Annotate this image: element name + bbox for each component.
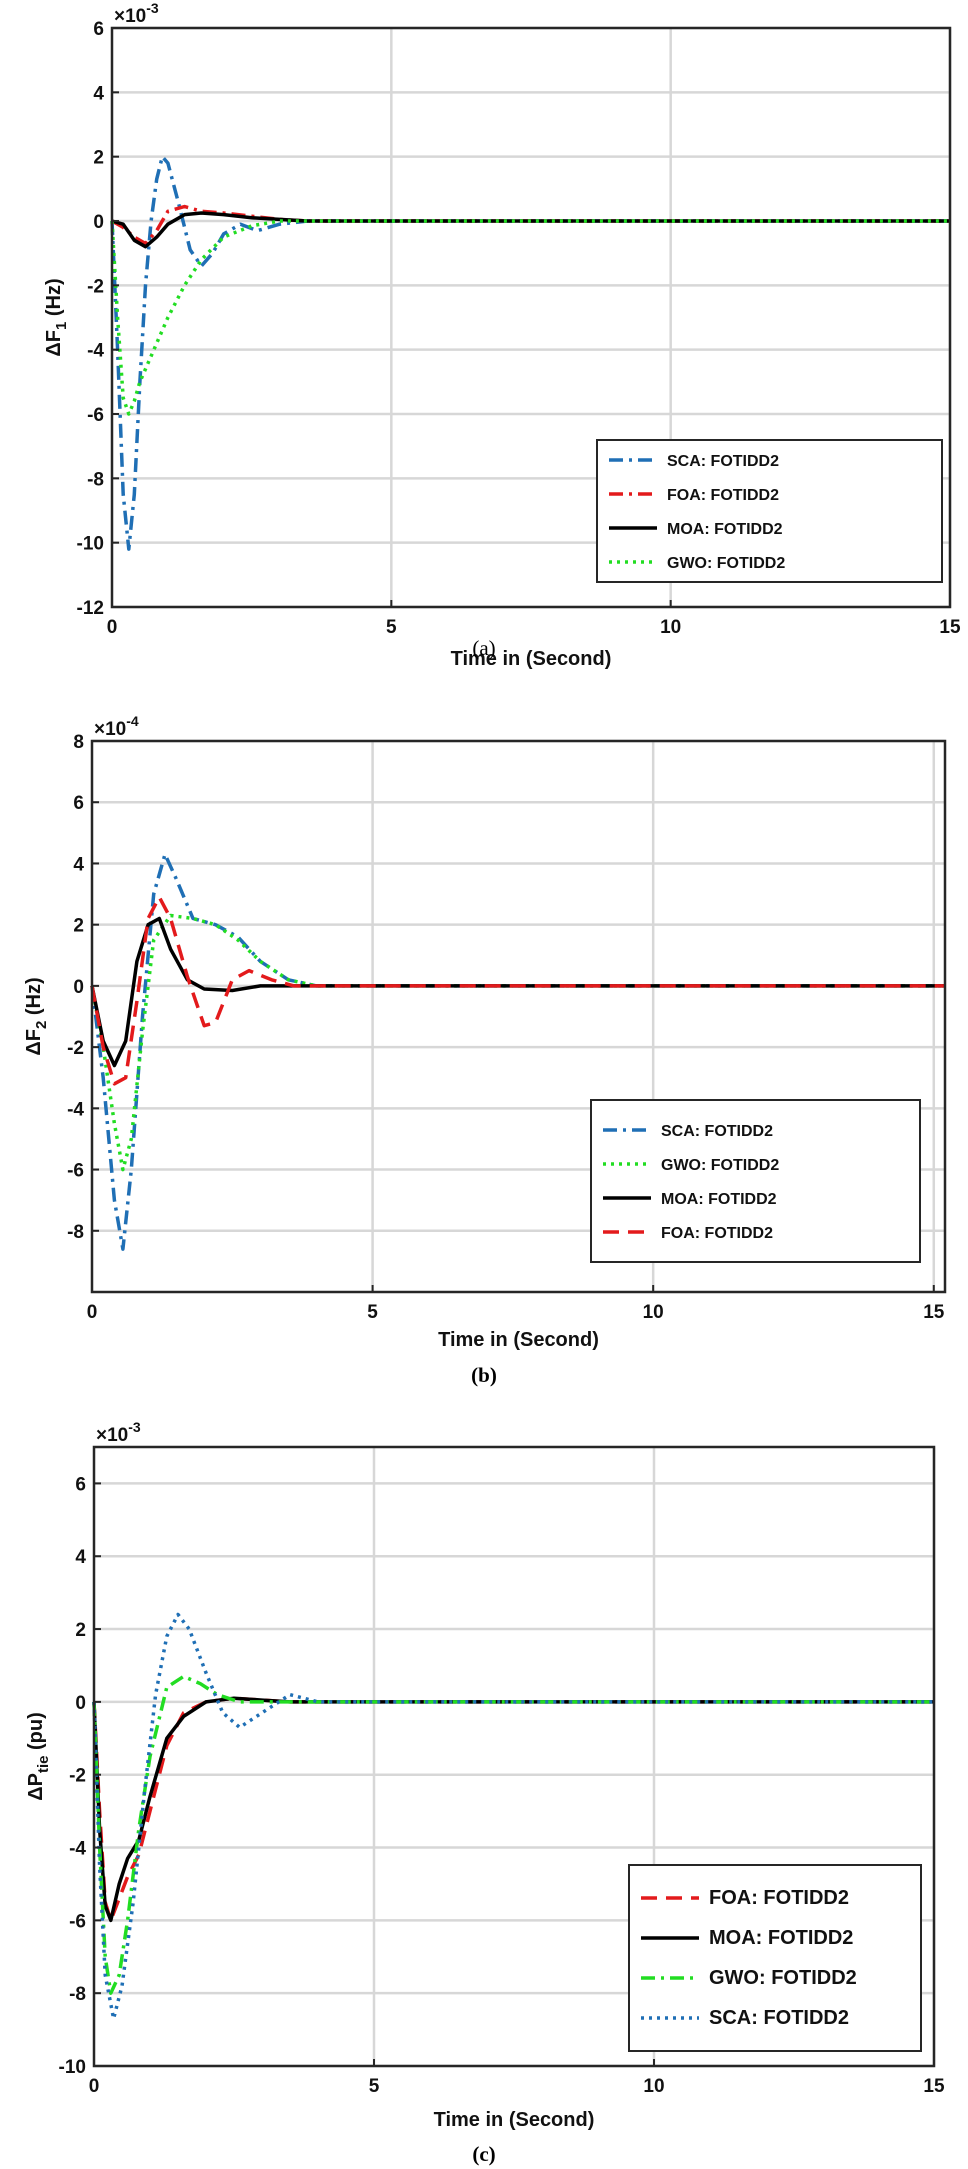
legend: SCA: FOTIDD2 GWO: FOTIDD2 MOA: FOTIDD2 FOA:… xyxy=(590,1099,921,1263)
y-axis-label-main: ΔP xyxy=(25,1773,47,1801)
y-tick-label: -8 xyxy=(87,469,104,490)
legend-entry: GWO: FOTIDD2 xyxy=(709,1967,857,1989)
x-tick-label: 15 xyxy=(923,1302,945,1323)
figure-caption: (b) xyxy=(471,1363,497,1387)
figure-caption: (c) xyxy=(472,2142,495,2166)
y-axis-label-sub: 2 xyxy=(33,1021,50,1029)
y-axis-label-main: ΔF xyxy=(23,1029,45,1056)
y-tick-label: 2 xyxy=(75,1620,86,1641)
y-tick-label: -6 xyxy=(67,1161,84,1182)
figure-caption: (a) xyxy=(472,636,495,660)
legend-entry: FOA: FOTIDD2 xyxy=(661,1225,773,1242)
y-exponent-power: -3 xyxy=(128,1419,141,1435)
y-tick-label: -2 xyxy=(87,276,104,297)
series-line-moa xyxy=(90,916,945,1068)
legend-entry: FOA: FOTIDD2 xyxy=(709,1887,849,1909)
x-tick-label: 5 xyxy=(367,1302,378,1323)
y-axis-label: ΔPtie (pu) xyxy=(25,1712,52,1801)
y-tick-label: -12 xyxy=(77,598,104,619)
series-line-sca xyxy=(90,852,945,1251)
series-line-moa xyxy=(111,211,950,249)
y-tick-label: 0 xyxy=(75,1693,86,1714)
x-tick-label: 10 xyxy=(660,617,681,638)
y-exponent-power: -3 xyxy=(146,0,159,16)
y-tick-label: -2 xyxy=(69,1766,86,1787)
legend-entry: MOA: FOTIDD2 xyxy=(667,521,783,538)
y-tick-label: 6 xyxy=(73,793,84,814)
series-line-moa xyxy=(92,1696,934,1923)
legend: SCA: FOTIDD2 FOA: FOTIDD2 MOA: FOTIDD2 GWO:… xyxy=(596,439,943,583)
x-tick-label: 0 xyxy=(87,1302,98,1323)
legend-entry: MOA: FOTIDD2 xyxy=(709,1927,853,1949)
series-line-gwo xyxy=(92,1674,934,1995)
y-tick-label: 0 xyxy=(93,212,104,233)
x-axis-label: Time in (Second) xyxy=(438,1329,599,1351)
y-tick-label: -6 xyxy=(69,1911,86,1932)
legend-entry: SCA: FOTIDD2 xyxy=(709,2007,849,2029)
y-tick-label: 2 xyxy=(93,148,104,169)
legend-entry: SCA: FOTIDD2 xyxy=(667,453,779,470)
legend-box xyxy=(628,1864,922,2052)
y-axis-label-unit: (pu) xyxy=(25,1712,47,1755)
x-tick-label: 0 xyxy=(107,617,118,638)
y-exponent-label: ×10-3 xyxy=(114,0,159,27)
x-tick-label: 5 xyxy=(369,2076,380,2097)
x-tick-label: 15 xyxy=(939,617,961,638)
axes-frame xyxy=(110,26,952,609)
axes-frame xyxy=(92,1445,936,2068)
series-line-foa xyxy=(90,895,945,1086)
x-tick-label: 5 xyxy=(386,617,397,638)
axes-frame xyxy=(90,739,947,1294)
x-tick-label: 10 xyxy=(643,1302,664,1323)
legend: FOA: FOTIDD2 MOA: FOTIDD2 GWO: FOTIDD2 SCA:… xyxy=(628,1864,922,2052)
y-axis-label-main: ΔF xyxy=(43,330,65,357)
chart-panel-3: -10 -8 -6 -4 -2 0 2 4 6 0 5 10 15 ×10-3 Time in (Secon… xyxy=(25,1419,945,2166)
x-tick-label: 10 xyxy=(643,2076,664,2097)
series-line-sca xyxy=(110,154,950,551)
series-line-gwo xyxy=(90,913,945,1172)
y-tick-label: 4 xyxy=(75,1547,86,1568)
y-axis-label-sub: tie xyxy=(35,1756,52,1774)
chart-panel-2: -8 -6 -4 -2 0 2 4 6 8 0 5 10 15 ×10-4 Time in (Second)… xyxy=(23,713,947,1387)
y-tick-label: -8 xyxy=(67,1222,84,1243)
y-tick-label: -4 xyxy=(69,1839,86,1860)
x-axis-label: Time in (Second) xyxy=(451,648,612,670)
y-tick-label: 8 xyxy=(73,732,84,753)
y-tick-label: 0 xyxy=(73,977,84,998)
series-line-gwo xyxy=(110,219,950,416)
y-tick-label: -10 xyxy=(59,2057,86,2078)
y-exponent-label: ×10-3 xyxy=(96,1419,141,1446)
legend-box xyxy=(590,1099,921,1263)
y-tick-label: -4 xyxy=(67,1099,84,1120)
series-line-foa xyxy=(111,204,950,246)
y-exponent-label: ×10-4 xyxy=(94,713,139,740)
legend-entry: GWO: FOTIDD2 xyxy=(661,1157,779,1174)
legend-entry: FOA: FOTIDD2 xyxy=(667,487,779,504)
legend-entry: SCA: FOTIDD2 xyxy=(661,1123,773,1140)
y-exponent-power: -4 xyxy=(126,713,139,729)
chart-panel-1: -12 -10 -8 -6 -4 -2 0 2 4 6 0 5 10 15 ×10-3 Time in (Se… xyxy=(43,0,961,670)
y-tick-label: -8 xyxy=(69,1984,86,2005)
legend-entry: GWO: FOTIDD2 xyxy=(667,555,785,572)
y-tick-label: -6 xyxy=(87,405,104,426)
y-tick-label: 6 xyxy=(93,19,104,40)
y-axis-label-unit: (Hz) xyxy=(43,278,65,321)
x-tick-label: 15 xyxy=(923,2076,945,2097)
y-axis-label-unit: (Hz) xyxy=(23,977,45,1020)
y-axis-label: ΔF1 (Hz) xyxy=(43,278,70,356)
y-tick-label: 4 xyxy=(93,83,104,104)
y-tick-label: -10 xyxy=(77,534,104,555)
y-tick-label: 2 xyxy=(73,916,84,937)
y-tick-label: -4 xyxy=(87,341,104,362)
y-tick-label: -2 xyxy=(67,1038,84,1059)
y-tick-label: 4 xyxy=(73,854,84,875)
y-tick-label: 6 xyxy=(75,1474,86,1495)
x-tick-label: 0 xyxy=(89,2076,100,2097)
legend-entry: MOA: FOTIDD2 xyxy=(661,1191,777,1208)
y-axis-label: ΔF2 (Hz) xyxy=(23,977,50,1055)
legend-box xyxy=(596,439,943,583)
x-axis-label: Time in (Second) xyxy=(434,2109,595,2131)
y-axis-label-sub: 1 xyxy=(53,322,70,330)
